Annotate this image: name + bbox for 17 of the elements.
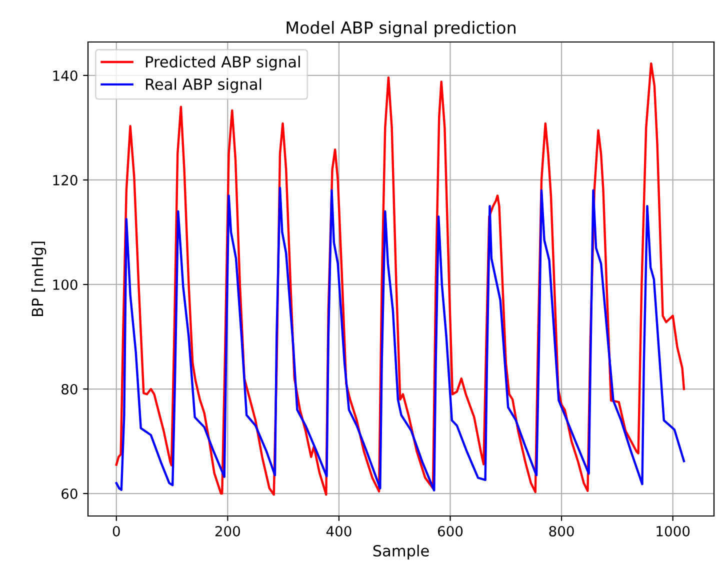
y-axis-title: BP [nnHg] bbox=[31, 242, 46, 316]
line-series bbox=[115, 186, 686, 492]
x-tick-label: 1000 bbox=[656, 526, 690, 536]
legend-label: Real ABP signal bbox=[146, 78, 262, 93]
y-tick-label: 120 bbox=[53, 174, 78, 186]
y-tick-label: 60 bbox=[62, 488, 78, 499]
y-tick-label: 100 bbox=[53, 279, 78, 290]
chart-title: Model ABP signal prediction bbox=[286, 21, 516, 38]
x-tick-label: 0 bbox=[112, 526, 120, 536]
x-tick-label: 200 bbox=[215, 526, 240, 536]
x-tick-label: 800 bbox=[549, 526, 574, 536]
x-tick-label: 600 bbox=[438, 526, 463, 536]
x-tick-label: 400 bbox=[326, 526, 352, 536]
y-tick-label: 140 bbox=[53, 70, 78, 81]
x-axis-title: Sample bbox=[373, 544, 429, 560]
legend-label: Predicted ABP signal bbox=[146, 56, 300, 71]
y-tick-label: 80 bbox=[62, 384, 78, 394]
